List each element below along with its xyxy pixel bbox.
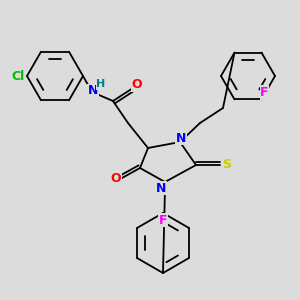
Text: F: F: [260, 86, 269, 99]
Text: O: O: [111, 172, 121, 185]
Text: N: N: [88, 85, 98, 98]
Text: H: H: [96, 79, 106, 89]
Text: Cl: Cl: [11, 70, 25, 83]
Text: S: S: [223, 158, 232, 172]
Text: N: N: [176, 131, 186, 145]
Text: O: O: [132, 79, 142, 92]
Text: F: F: [159, 214, 167, 226]
Text: N: N: [156, 182, 166, 194]
